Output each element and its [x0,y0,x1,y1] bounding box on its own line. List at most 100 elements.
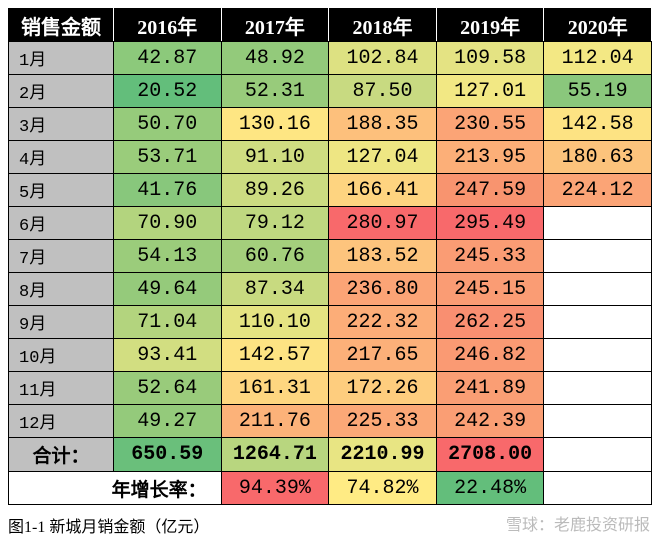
value-cell: 127.04 [328,140,437,174]
header-cell: 2016年 [113,8,222,42]
empty-cell [543,404,652,438]
header-cell: 2019年 [435,8,545,42]
value-cell: 246.82 [435,338,545,372]
table-body: 1月 42.87 48.92 102.84 109.58 112.04 2月 20.52 52.… [8,41,652,505]
header-cell: 销售金额 [8,8,114,42]
value-cell: 183.52 [328,239,437,273]
value-cell: 110.10 [220,305,330,339]
value-cell: 50.70 [113,107,222,141]
value-cell: 49.27 [113,404,222,438]
value-cell: 161.31 [220,371,330,405]
month-row: 1月 42.87 48.92 102.84 109.58 112.04 [8,41,652,75]
value-cell: 53.71 [113,140,222,174]
header-cell: 2018年 [328,8,437,42]
row-label: 合计： [8,437,114,472]
value-cell: 222.32 [328,305,437,339]
empty-cell [543,338,652,372]
value-cell: 2210.99 [328,437,437,472]
value-cell: 55.19 [543,74,652,108]
value-cell: 213.95 [435,140,545,174]
month-row: 7月 54.13 60.76 183.52 245.33 [8,239,652,273]
empty-cell [543,272,652,306]
value-cell: 49.64 [113,272,222,306]
empty-cell [543,437,652,472]
month-row: 6月 70.90 79.12 280.97 295.49 [8,206,652,240]
value-cell: 130.16 [220,107,330,141]
value-cell: 225.33 [328,404,437,438]
value-cell: 142.58 [543,107,652,141]
row-label: 2月 [8,74,114,108]
month-row: 12月 49.27 211.76 225.33 242.39 [8,404,652,438]
value-cell: 102.84 [328,41,437,75]
empty-cell [543,371,652,405]
row-label: 12月 [8,404,114,438]
row-label: 5月 [8,173,114,207]
value-cell: 217.65 [328,338,437,372]
value-cell: 41.76 [113,173,222,207]
value-cell: 127.01 [435,74,545,108]
value-cell: 87.50 [328,74,437,108]
value-cell: 224.12 [543,173,652,207]
row-label: 8月 [8,272,114,306]
value-cell: 48.92 [220,41,330,75]
month-row: 8月 49.64 87.34 236.80 245.15 [8,272,652,306]
row-label: 7月 [8,239,114,273]
value-cell: 2708.00 [435,437,545,472]
value-cell: 230.55 [435,107,545,141]
value-cell: 280.97 [328,206,437,240]
value-cell: 91.10 [220,140,330,174]
row-label: 4月 [8,140,114,174]
month-row: 3月 50.70 130.16 188.35 230.55 142.58 [8,107,652,141]
row-label: 3月 [8,107,114,141]
empty-cell [543,239,652,273]
value-cell: 247.59 [435,173,545,207]
empty-cell [543,206,652,240]
value-cell: 52.31 [220,74,330,108]
row-label: 9月 [8,305,114,339]
month-row: 2月 20.52 52.31 87.50 127.01 55.19 [8,74,652,108]
value-cell: 236.80 [328,272,437,306]
value-cell: 188.35 [328,107,437,141]
value-cell: 211.76 [220,404,330,438]
value-cell: 245.33 [435,239,545,273]
value-cell: 54.13 [113,239,222,273]
value-cell: 1264.71 [220,437,330,472]
header-row: 销售金额 2016年 2017年 2018年 2019年 2020年 [8,8,652,42]
value-cell: 650.59 [113,437,222,472]
value-cell: 245.15 [435,272,545,306]
caption: 图1-1 新城月销金额（亿元） [8,519,210,536]
month-row: 9月 71.04 110.10 222.32 262.25 [8,305,652,339]
value-cell: 112.04 [543,41,652,75]
value-cell: 166.41 [328,173,437,207]
value-cell: 93.41 [113,338,222,372]
row-label: 1月 [8,41,114,75]
header-cell: 2020年 [543,8,652,42]
value-cell: 172.26 [328,371,437,405]
row-label: 10月 [8,338,114,372]
value-cell: 74.82% [328,471,437,505]
growth-row: 年增长率： 94.39% 74.82% 22.48% [8,471,652,505]
total-row: 合计： 650.59 1264.71 2210.99 2708.00 [8,437,652,472]
value-cell: 242.39 [435,404,545,438]
header-cell: 2017年 [220,8,330,42]
value-cell: 295.49 [435,206,545,240]
value-cell: 42.87 [113,41,222,75]
value-cell: 70.90 [113,206,222,240]
value-cell: 52.64 [113,371,222,405]
value-cell: 142.57 [220,338,330,372]
value-cell: 22.48% [435,471,545,505]
value-cell: 109.58 [435,41,545,75]
month-row: 10月 93.41 142.57 217.65 246.82 [8,338,652,372]
month-row: 11月 52.64 161.31 172.26 241.89 [8,371,652,405]
value-cell: 71.04 [113,305,222,339]
value-cell: 79.12 [220,206,330,240]
month-row: 5月 41.76 89.26 166.41 247.59 224.12 [8,173,652,207]
empty-cell [543,305,652,339]
value-cell: 89.26 [220,173,330,207]
month-row: 4月 53.71 91.10 127.04 213.95 180.63 [8,140,652,174]
row-label: 6月 [8,206,114,240]
value-cell: 60.76 [220,239,330,273]
value-cell: 180.63 [543,140,652,174]
sales-table: 销售金额 2016年 2017年 2018年 2019年 2020年 1月 42.87 48.… [8,8,652,505]
